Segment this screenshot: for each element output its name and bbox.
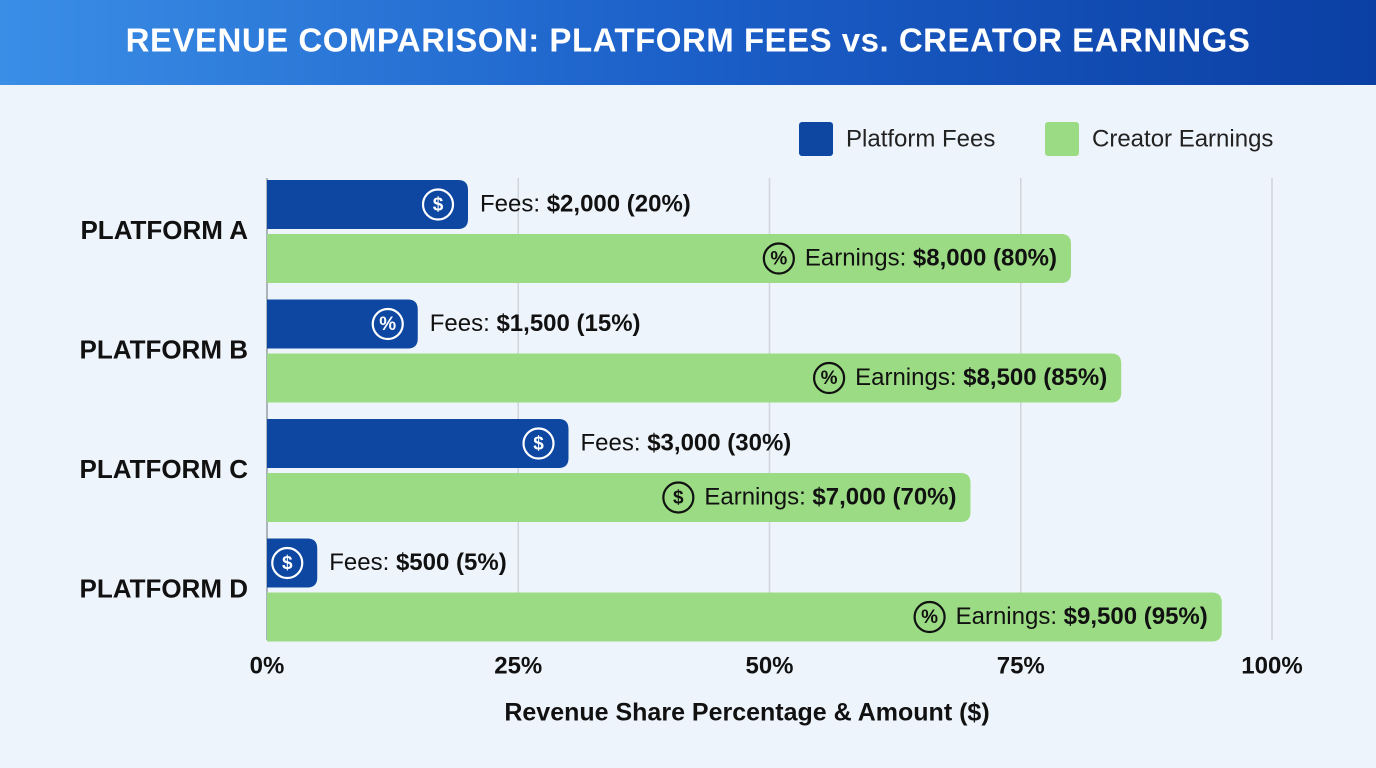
value-label: Earnings: $8,500 (85%) bbox=[855, 364, 1107, 391]
bar-icon-glyph: % bbox=[821, 368, 838, 389]
legend-swatch bbox=[799, 122, 833, 156]
value-label-amount: $3,000 (30%) bbox=[647, 430, 791, 457]
bar-icon bbox=[662, 481, 695, 514]
x-axis-title: Revenue Share Percentage & Amount ($) bbox=[504, 699, 989, 727]
bar bbox=[267, 180, 468, 229]
value-label-prefix: Earnings: bbox=[805, 245, 906, 272]
value-label-amount: $7,000 (70%) bbox=[812, 484, 956, 511]
legend-swatch bbox=[1045, 122, 1079, 156]
bar-icon-glyph: $ bbox=[433, 195, 444, 216]
value-label: Fees: $2,000 (20%) bbox=[480, 191, 691, 218]
bar-icon-glyph: $ bbox=[282, 553, 293, 574]
bar bbox=[267, 592, 1222, 642]
value-label-prefix: Earnings: bbox=[704, 484, 805, 511]
value-label-amount: $9,500 (95%) bbox=[1064, 603, 1208, 630]
bar-icon-glyph: $ bbox=[533, 434, 544, 455]
value-label: Earnings: $8,000 (80%) bbox=[805, 245, 1057, 272]
value-label-amount: $500 (5%) bbox=[396, 549, 507, 576]
x-tick-label: 100% bbox=[1241, 652, 1302, 679]
value-label-prefix: Fees: bbox=[480, 191, 540, 218]
value-label: Earnings: $7,000 (70%) bbox=[704, 484, 956, 511]
bar bbox=[267, 234, 1071, 283]
bar-icon bbox=[522, 427, 555, 460]
value-label-amount: $8,000 (80%) bbox=[913, 245, 1057, 272]
bar bbox=[267, 353, 1122, 403]
y-tick-label: PLATFORM A bbox=[80, 215, 248, 245]
value-label-prefix: Earnings: bbox=[855, 364, 956, 391]
bar-icon-glyph: $ bbox=[673, 488, 684, 509]
bar-icon bbox=[371, 307, 404, 341]
value-label: Earnings: $9,500 (95%) bbox=[956, 603, 1208, 630]
legend-label: Creator Earnings bbox=[1092, 125, 1273, 152]
bar-icon-glyph: % bbox=[379, 314, 396, 335]
bar bbox=[267, 473, 971, 522]
value-label-amount: $2,000 (20%) bbox=[547, 191, 691, 218]
value-label-prefix: Fees: bbox=[329, 549, 389, 576]
bar-icon bbox=[913, 600, 946, 634]
value-label: Fees: $3,000 (30%) bbox=[581, 430, 792, 457]
y-tick-label: PLATFORM B bbox=[80, 334, 249, 364]
chart-title: REVENUE COMPARISON: PLATFORM FEES vs. CR… bbox=[126, 22, 1251, 59]
value-label-prefix: Earnings: bbox=[956, 603, 1057, 630]
y-tick-label: PLATFORM C bbox=[80, 454, 249, 484]
x-tick-label: 0% bbox=[250, 652, 285, 679]
bar-icon-glyph: % bbox=[770, 249, 787, 270]
bar-icon bbox=[421, 188, 455, 221]
value-label: Fees: $1,500 (15%) bbox=[430, 310, 641, 337]
bar-icon bbox=[812, 361, 846, 395]
x-tick-label: 50% bbox=[745, 652, 793, 679]
bar-icon bbox=[271, 546, 304, 580]
value-label-amount: $1,500 (15%) bbox=[496, 310, 640, 337]
bar-icon bbox=[762, 242, 795, 275]
legend-label: Platform Fees bbox=[846, 125, 995, 152]
x-tick-label: 75% bbox=[997, 652, 1045, 679]
value-label-prefix: Fees: bbox=[430, 310, 490, 337]
value-label: Fees: $500 (5%) bbox=[329, 549, 506, 576]
x-tick-label: 25% bbox=[494, 652, 542, 679]
value-label-amount: $8,500 (85%) bbox=[963, 364, 1107, 391]
y-tick-label: PLATFORM D bbox=[80, 573, 249, 603]
bar-icon-glyph: % bbox=[921, 607, 938, 628]
value-label-prefix: Fees: bbox=[581, 430, 641, 457]
bar bbox=[267, 419, 569, 468]
header-bar bbox=[0, 0, 1376, 85]
